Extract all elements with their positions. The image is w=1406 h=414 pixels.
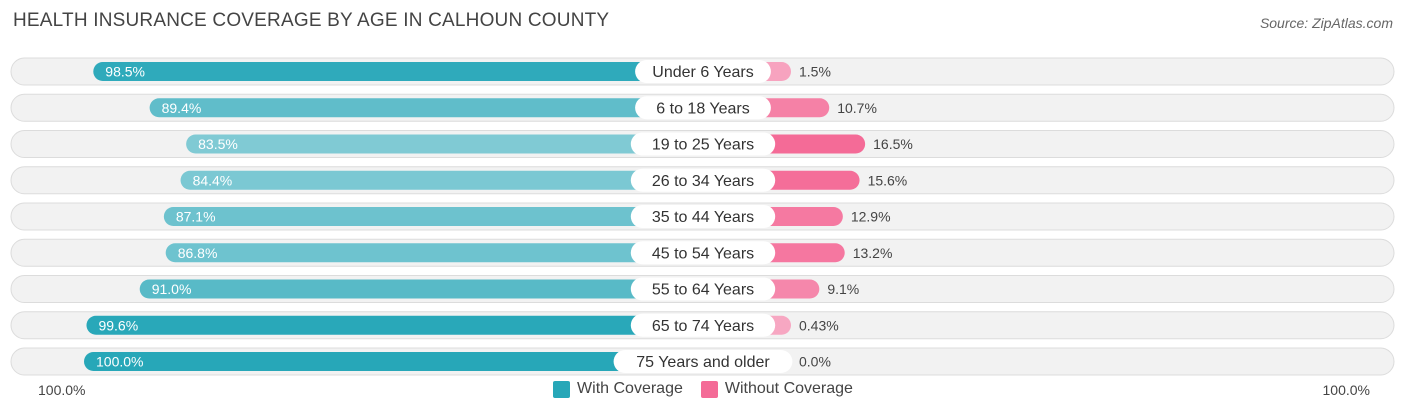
value-label-with-coverage: 99.6% bbox=[98, 317, 138, 333]
legend-label-without-coverage: Without Coverage bbox=[724, 380, 853, 397]
value-label-with-coverage: 84.4% bbox=[193, 172, 233, 188]
category-label-background bbox=[630, 132, 776, 156]
bar-with-coverage bbox=[186, 134, 717, 154]
value-label-with-coverage: 98.5% bbox=[105, 64, 145, 80]
axis-left-label: 100.0% bbox=[38, 382, 86, 398]
category-label: 45 to 54 Years bbox=[652, 245, 754, 262]
value-label-without-coverage: 0.0% bbox=[799, 354, 831, 370]
value-label-without-coverage: 9.1% bbox=[827, 281, 859, 297]
category-label: Under 6 Years bbox=[652, 64, 753, 81]
category-label-background bbox=[635, 60, 771, 83]
bar-with-coverage bbox=[149, 98, 717, 118]
bar-with-coverage bbox=[93, 62, 717, 81]
value-label-with-coverage: 91.0% bbox=[152, 281, 192, 297]
bar-with-coverage bbox=[180, 170, 718, 190]
value-label-with-coverage: 87.1% bbox=[176, 209, 216, 225]
chart-canvas: Under 6 Years 98.5% 1.5% 6 to 18 Years 89.4%… bbox=[10, 57, 1395, 376]
value-label-with-coverage: 100.0% bbox=[96, 354, 143, 370]
value-label-without-coverage: 12.9% bbox=[851, 209, 891, 225]
value-label-without-coverage: 1.5% bbox=[799, 64, 831, 80]
category-label-background bbox=[635, 96, 771, 120]
category-label-background bbox=[630, 313, 776, 337]
legend: With Coverage Without Coverage bbox=[0, 380, 1406, 398]
axis-right-label: 100.0% bbox=[1322, 382, 1370, 398]
category-label: 19 to 25 Years bbox=[652, 137, 754, 154]
category-label-background bbox=[613, 350, 793, 373]
bar-with-coverage bbox=[139, 279, 717, 299]
legend-label-with-coverage: With Coverage bbox=[577, 380, 683, 397]
category-label: 65 to 74 Years bbox=[652, 318, 754, 335]
category-label: 75 Years and older bbox=[636, 354, 770, 371]
legend-item-without-coverage: Without Coverage bbox=[700, 380, 853, 398]
bar-with-coverage bbox=[84, 352, 717, 371]
bar-with-coverage bbox=[86, 315, 717, 335]
value-label-without-coverage: 10.7% bbox=[837, 100, 877, 116]
value-label-with-coverage: 83.5% bbox=[198, 136, 238, 152]
value-label-without-coverage: 0.43% bbox=[799, 317, 839, 333]
category-label-background bbox=[630, 277, 776, 301]
value-label-with-coverage: 86.8% bbox=[178, 245, 218, 261]
legend-swatch-without-coverage bbox=[700, 380, 718, 398]
category-label: 6 to 18 Years bbox=[656, 100, 749, 117]
category-label: 35 to 44 Years bbox=[652, 209, 754, 226]
legend-item-with-coverage: With Coverage bbox=[553, 380, 683, 398]
value-label-without-coverage: 13.2% bbox=[853, 245, 893, 261]
category-label-background bbox=[630, 168, 776, 192]
category-label: 26 to 34 Years bbox=[652, 173, 754, 190]
value-label-with-coverage: 89.4% bbox=[162, 100, 202, 116]
value-label-without-coverage: 15.6% bbox=[868, 172, 908, 188]
category-label-background bbox=[630, 241, 776, 265]
bar-with-coverage bbox=[165, 243, 717, 263]
chart-title: HEALTH INSURANCE COVERAGE BY AGE IN CALH… bbox=[13, 10, 610, 31]
category-label: 55 to 64 Years bbox=[652, 282, 754, 299]
category-label-background bbox=[630, 205, 776, 228]
value-label-without-coverage: 16.5% bbox=[873, 136, 913, 152]
legend-swatch-with-coverage bbox=[553, 380, 571, 398]
bar-with-coverage bbox=[163, 207, 717, 226]
chart-source: Source: ZipAtlas.com bbox=[1259, 15, 1393, 31]
